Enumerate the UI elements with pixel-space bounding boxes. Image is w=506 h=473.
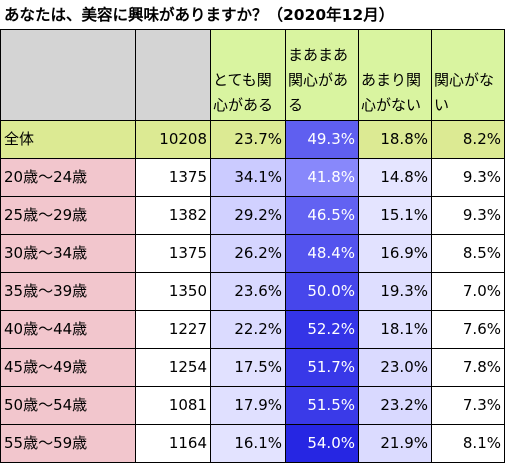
- cell-somewhat-interested: 49.3%: [285, 120, 359, 159]
- row-sample-count: 1375: [135, 158, 211, 197]
- row-label: 35歳～39歳: [0, 272, 136, 311]
- cell-not-interested: 7.0%: [431, 272, 505, 311]
- row-sample-count: 1164: [135, 424, 211, 463]
- cell-not-interested: 9.3%: [431, 158, 505, 197]
- row-sample-count: 1227: [135, 310, 211, 349]
- header-blank-count: [135, 29, 211, 121]
- header-row: とても関心がある まあまあ関心がある あまり関心がない 関心がない: [0, 29, 505, 121]
- cell-not-interested: 9.3%: [431, 196, 505, 235]
- cell-somewhat-interested: 48.4%: [285, 234, 359, 273]
- cell-not-very-interested: 16.9%: [358, 234, 432, 273]
- cell-not-interested: 8.2%: [431, 120, 505, 159]
- cell-very-interested: 16.1%: [210, 424, 286, 463]
- row-label: 55歳～59歳: [0, 424, 136, 463]
- cell-somewhat-interested: 51.7%: [285, 348, 359, 387]
- cell-very-interested: 17.5%: [210, 348, 286, 387]
- cell-very-interested: 23.7%: [210, 120, 286, 159]
- header-blank-label: [0, 29, 136, 121]
- table-row: 55歳～59歳 1164 16.1% 54.0% 21.9% 8.1%: [0, 424, 505, 463]
- cell-somewhat-interested: 46.5%: [285, 196, 359, 235]
- cell-somewhat-interested: 54.0%: [285, 424, 359, 463]
- cell-very-interested: 26.2%: [210, 234, 286, 273]
- cell-somewhat-interested: 41.8%: [285, 158, 359, 197]
- cell-very-interested: 23.6%: [210, 272, 286, 311]
- cell-somewhat-interested: 50.0%: [285, 272, 359, 311]
- cell-somewhat-interested: 51.5%: [285, 386, 359, 425]
- row-label: 25歳～29歳: [0, 196, 136, 235]
- cell-not-interested: 7.3%: [431, 386, 505, 425]
- header-somewhat-interested: まあまあ関心がある: [285, 29, 359, 121]
- row-label: 40歳～44歳: [0, 310, 136, 349]
- cell-not-very-interested: 21.9%: [358, 424, 432, 463]
- page-title: あなたは、美容に興味がありますか？（2020年12月）: [4, 6, 395, 24]
- cell-not-very-interested: 18.8%: [358, 120, 432, 159]
- cell-not-interested: 8.1%: [431, 424, 505, 463]
- table-row: 20歳～24歳 1375 34.1% 41.8% 14.8% 9.3%: [0, 158, 505, 197]
- cell-not-very-interested: 18.1%: [358, 310, 432, 349]
- header-very-interested: とても関心がある: [210, 29, 286, 121]
- row-sample-count: 1254: [135, 348, 211, 387]
- row-label: 全体: [0, 120, 136, 159]
- cell-not-very-interested: 23.2%: [358, 386, 432, 425]
- cell-very-interested: 22.2%: [210, 310, 286, 349]
- cell-very-interested: 29.2%: [210, 196, 286, 235]
- row-sample-count: 1081: [135, 386, 211, 425]
- table-row: 40歳～44歳 1227 22.2% 52.2% 18.1% 7.6%: [0, 310, 505, 349]
- row-sample-count: 1350: [135, 272, 211, 311]
- cell-not-very-interested: 23.0%: [358, 348, 432, 387]
- cell-not-interested: 7.6%: [431, 310, 505, 349]
- row-label: 45歳～49歳: [0, 348, 136, 387]
- cell-very-interested: 34.1%: [210, 158, 286, 197]
- header-not-interested: 関心がない: [431, 29, 505, 121]
- cell-not-interested: 7.8%: [431, 348, 505, 387]
- header-not-very-interested: あまり関心がない: [358, 29, 432, 121]
- table-row: 50歳～54歳 1081 17.9% 51.5% 23.2% 7.3%: [0, 386, 505, 425]
- cell-not-very-interested: 15.1%: [358, 196, 432, 235]
- cell-not-very-interested: 19.3%: [358, 272, 432, 311]
- table-row: 30歳～34歳 1375 26.2% 48.4% 16.9% 8.5%: [0, 234, 505, 273]
- cell-somewhat-interested: 52.2%: [285, 310, 359, 349]
- row-sample-count: 1375: [135, 234, 211, 273]
- cell-very-interested: 17.9%: [210, 386, 286, 425]
- table-body: 全体 10208 23.7% 49.3% 18.8% 8.2% 20歳～24歳 1375 34.…: [0, 120, 505, 463]
- table-row: 45歳～49歳 1254 17.5% 51.7% 23.0% 7.8%: [0, 348, 505, 387]
- row-label: 30歳～34歳: [0, 234, 136, 273]
- row-sample-count: 1382: [135, 196, 211, 235]
- survey-table: とても関心がある まあまあ関心がある あまり関心がない 関心がない 全体 1020…: [0, 29, 505, 463]
- table-row: 35歳～39歳 1350 23.6% 50.0% 19.3% 7.0%: [0, 272, 505, 311]
- row-label: 50歳～54歳: [0, 386, 136, 425]
- table-row: 25歳～29歳 1382 29.2% 46.5% 15.1% 9.3%: [0, 196, 505, 235]
- table-row-total: 全体 10208 23.7% 49.3% 18.8% 8.2%: [0, 120, 505, 159]
- row-sample-count: 10208: [135, 120, 211, 159]
- cell-not-interested: 8.5%: [431, 234, 505, 273]
- cell-not-very-interested: 14.8%: [358, 158, 432, 197]
- row-label: 20歳～24歳: [0, 158, 136, 197]
